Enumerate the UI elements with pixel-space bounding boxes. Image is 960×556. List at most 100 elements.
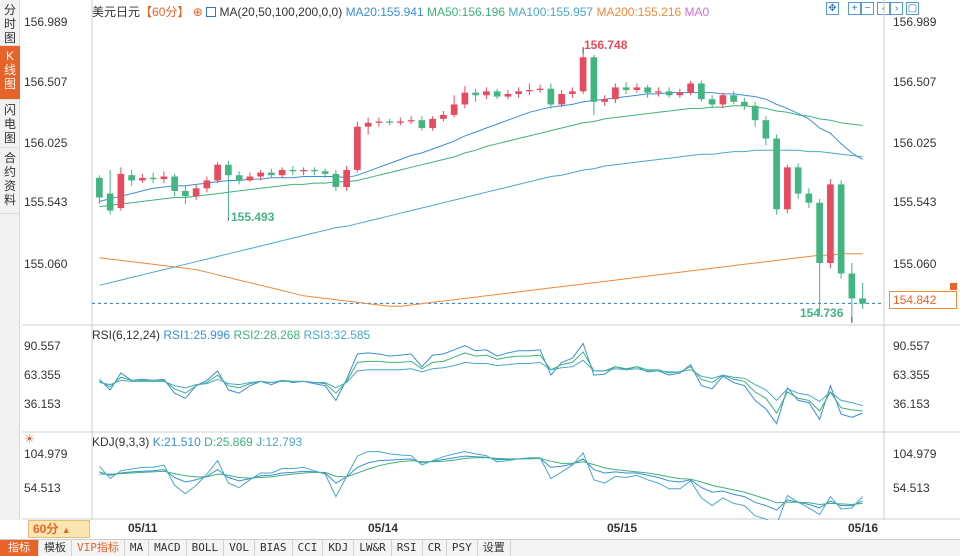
d-line xyxy=(99,457,863,506)
toolbar-tab-10[interactable]: LW&R xyxy=(354,540,392,556)
candle-body xyxy=(461,92,469,105)
rsi-axis-right-3: 36.153 xyxy=(893,397,930,411)
candle-body xyxy=(364,122,372,127)
toolbar-tab-11[interactable]: RSI xyxy=(392,540,423,556)
candle xyxy=(343,166,350,191)
candle xyxy=(117,167,125,211)
candle-body xyxy=(235,175,243,181)
candle-body xyxy=(300,169,307,172)
candle-body xyxy=(547,88,555,105)
rsi-values: RSI1:25.996 RSI2:28.268 RSI3:32.585 xyxy=(163,328,370,342)
candle xyxy=(171,173,178,197)
price-axis-left-4: 155.543 xyxy=(24,195,68,209)
candle-body xyxy=(332,173,340,188)
tab-timeshare[interactable]: 分时图 xyxy=(0,0,20,46)
candle-body xyxy=(225,164,232,176)
candle xyxy=(397,117,404,126)
candle-body xyxy=(96,177,103,198)
period-select[interactable]: 60分 ▲ xyxy=(28,520,90,538)
candle-body xyxy=(214,164,221,181)
ma20-line xyxy=(99,92,863,202)
rsi-value-2: RSI3:32.585 xyxy=(300,328,371,342)
date-label-1: 05/11 xyxy=(128,521,158,535)
rsi2-line xyxy=(99,351,863,415)
candle-body xyxy=(751,105,759,121)
toolbar-tab-7[interactable]: BIAS xyxy=(255,540,293,556)
candle-body xyxy=(203,180,211,189)
candle-body xyxy=(655,91,662,93)
candle xyxy=(848,263,856,317)
toolbar-tab-4[interactable]: MACD xyxy=(149,540,187,556)
candle-body xyxy=(741,101,748,106)
rsi-axis-left-3: 36.153 xyxy=(24,397,61,411)
toolbar-tab-1[interactable]: 模板 xyxy=(39,540,72,556)
rsi1-line xyxy=(99,342,863,425)
kdj-value-0: K:21.510 xyxy=(152,435,201,449)
rsi-value-0: RSI1:25.996 xyxy=(163,328,231,342)
candle xyxy=(837,180,845,279)
sun-icon[interactable]: ☀ xyxy=(24,432,35,446)
zoom-out-icon[interactable]: − xyxy=(861,2,874,15)
date-label-3: 05/15 xyxy=(607,521,638,535)
gear-icon[interactable]: ⊕ xyxy=(192,5,203,19)
chart-canvas[interactable] xyxy=(0,0,960,520)
toolbar-tab-5[interactable]: BOLL xyxy=(187,540,225,556)
current-price-tag: 154.842 xyxy=(889,291,957,309)
price-axis-right-2: 156.507 xyxy=(893,75,937,89)
rsi-title: RSI(6,12,24) xyxy=(92,328,161,342)
ma-grid-icon[interactable] xyxy=(206,7,217,17)
tab-flash-chart[interactable]: 闪电图 xyxy=(0,100,20,148)
scroll-right-icon[interactable]: › xyxy=(890,2,903,15)
candle xyxy=(665,87,673,98)
candle xyxy=(698,80,705,102)
candle xyxy=(246,172,254,182)
k-line xyxy=(99,455,863,511)
toolbar-tab-9[interactable]: KDJ xyxy=(323,540,355,556)
candle-body xyxy=(472,92,479,96)
candle-body xyxy=(171,176,178,191)
candle xyxy=(579,53,587,94)
candle xyxy=(214,162,221,184)
crosshair-icon[interactable]: ✥ xyxy=(826,2,839,15)
toolbar-tab-3[interactable]: MA xyxy=(125,540,150,556)
candle-body xyxy=(192,188,200,197)
toolbar-tab-0[interactable]: 指标 xyxy=(0,540,39,556)
candle xyxy=(784,164,791,214)
price-axis-right-5: 155.060 xyxy=(893,257,937,271)
candle-body xyxy=(698,83,705,100)
candle xyxy=(816,198,823,316)
candle-body xyxy=(622,87,630,91)
candle xyxy=(633,83,641,93)
candle-body xyxy=(450,104,458,115)
kdj-title: KDJ(9,3,3) xyxy=(92,435,150,449)
candle xyxy=(96,175,103,205)
symbol-title: 美元日元 xyxy=(92,5,141,19)
toolbar-tab-14[interactable]: 设置 xyxy=(478,540,511,556)
candle xyxy=(203,176,211,193)
date-label-4: 05/16 xyxy=(848,521,879,535)
toolbar-tab-12[interactable]: CR xyxy=(423,540,447,556)
candle xyxy=(386,118,393,126)
candle-body xyxy=(149,177,157,180)
zoom-in-icon[interactable]: + xyxy=(848,2,861,15)
toolbar-tab-6[interactable]: VOL xyxy=(224,540,255,556)
candle xyxy=(278,167,286,178)
ma50-line xyxy=(99,105,863,208)
candle xyxy=(160,171,168,184)
candle xyxy=(364,117,372,135)
toolbar-tab-2[interactable]: VIP指标 xyxy=(72,540,125,556)
candle xyxy=(827,179,834,269)
toolbar-tab-13[interactable]: PSY xyxy=(447,540,478,556)
candle xyxy=(526,83,533,96)
candle xyxy=(547,83,555,109)
candle xyxy=(300,167,307,176)
fullscreen-icon[interactable]: ▢ xyxy=(906,2,919,15)
candle xyxy=(773,134,780,215)
main-legend: 美元日元【60分】 ⊕ MA(20,50,100,200,0,0) MA20:1… xyxy=(92,3,709,20)
grid-lines xyxy=(22,0,960,520)
toolbar-tab-8[interactable]: CCI xyxy=(293,540,324,556)
candle xyxy=(321,168,329,178)
tab-contract-info[interactable]: 合约资料 xyxy=(0,148,20,214)
